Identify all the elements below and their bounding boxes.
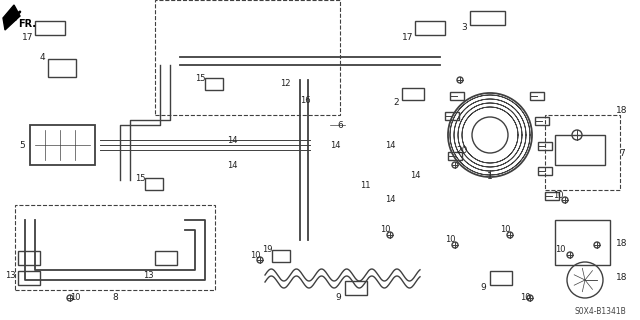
Text: 14: 14 bbox=[385, 196, 396, 204]
Text: 10: 10 bbox=[70, 293, 80, 302]
Text: FR.: FR. bbox=[18, 19, 36, 29]
Text: 9: 9 bbox=[480, 284, 486, 292]
Text: 18: 18 bbox=[616, 238, 628, 247]
Text: 10: 10 bbox=[445, 236, 455, 244]
Text: S0X4-B1341B: S0X4-B1341B bbox=[574, 308, 626, 316]
Bar bbox=[30, 125, 95, 165]
Text: 17: 17 bbox=[22, 33, 34, 42]
Text: 18: 18 bbox=[616, 106, 628, 115]
Text: 19: 19 bbox=[262, 245, 272, 254]
Text: 14: 14 bbox=[227, 161, 237, 170]
Text: 10: 10 bbox=[520, 293, 531, 302]
Text: 14: 14 bbox=[385, 140, 396, 149]
Text: 8: 8 bbox=[112, 293, 118, 302]
Text: 14: 14 bbox=[330, 140, 340, 149]
Text: 13: 13 bbox=[4, 270, 15, 279]
Text: 1: 1 bbox=[487, 172, 493, 180]
Text: 15: 15 bbox=[195, 74, 205, 83]
Bar bbox=[15, 205, 215, 290]
Text: 16: 16 bbox=[300, 95, 310, 105]
Text: 15: 15 bbox=[135, 173, 145, 182]
Text: 20: 20 bbox=[456, 146, 468, 155]
Text: 10: 10 bbox=[380, 226, 390, 235]
Text: 9: 9 bbox=[335, 293, 341, 302]
Text: 2: 2 bbox=[393, 98, 399, 107]
Text: 14: 14 bbox=[227, 135, 237, 145]
Text: 17: 17 bbox=[403, 33, 413, 42]
Polygon shape bbox=[3, 5, 20, 30]
Text: 10: 10 bbox=[500, 226, 510, 235]
Text: 10: 10 bbox=[553, 190, 563, 199]
Text: 10: 10 bbox=[555, 245, 565, 254]
Text: 11: 11 bbox=[360, 180, 371, 189]
Text: 18: 18 bbox=[616, 274, 628, 283]
Text: 14: 14 bbox=[410, 171, 420, 180]
Text: 4: 4 bbox=[39, 52, 45, 61]
Bar bbox=[545, 115, 620, 190]
Text: 10: 10 bbox=[250, 251, 260, 260]
Text: 3: 3 bbox=[461, 22, 467, 31]
Bar bbox=[155, 0, 340, 115]
Text: 12: 12 bbox=[280, 78, 291, 87]
Text: 6: 6 bbox=[337, 121, 343, 130]
Text: 13: 13 bbox=[143, 270, 154, 279]
Text: 7: 7 bbox=[619, 148, 625, 157]
Text: 5: 5 bbox=[19, 140, 25, 149]
